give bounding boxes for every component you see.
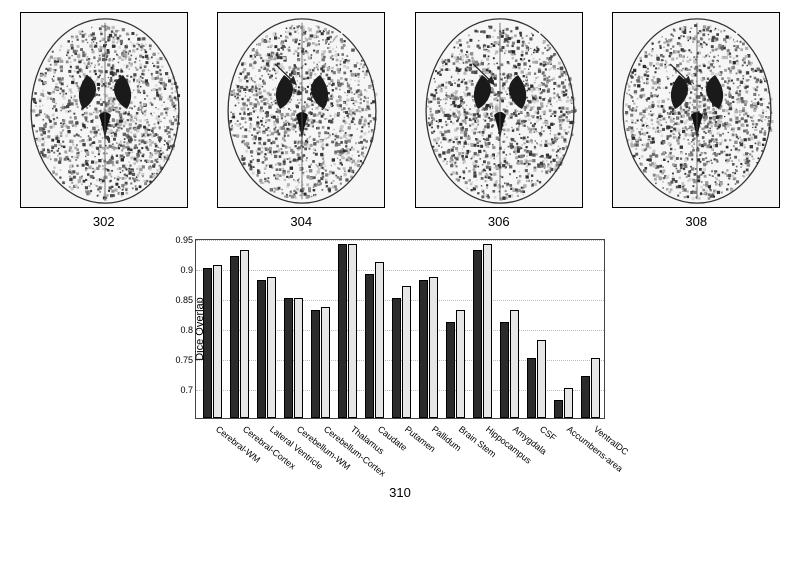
chart-bar-group xyxy=(284,298,303,418)
chart-bar xyxy=(483,244,492,418)
chart-bar-group xyxy=(392,286,411,418)
dice-overlap-chart: Dice Overlap 0.70.750.80.850.90.95Cerebr… xyxy=(195,239,605,419)
brain-panel-label: 302 xyxy=(93,214,115,229)
chart-bar xyxy=(446,322,455,418)
chart-gridline xyxy=(196,240,604,241)
chart-gridline xyxy=(196,270,604,271)
chart-ytick: 0.7 xyxy=(180,385,196,395)
chart-bar-group xyxy=(473,244,492,418)
chart-bar xyxy=(456,310,465,418)
chart-bar xyxy=(500,322,509,418)
chart-bar xyxy=(510,310,519,418)
chart-bar xyxy=(338,244,347,418)
chart-bar xyxy=(392,298,401,418)
chart-bar xyxy=(257,280,266,418)
chart-bar xyxy=(203,268,212,418)
chart-bar xyxy=(564,388,573,418)
brain-scan-image xyxy=(415,12,583,208)
brain-scan-image xyxy=(217,12,385,208)
chart-bar xyxy=(581,376,590,418)
brain-panel-302: 302 xyxy=(20,12,188,229)
brain-panel-304: 304 xyxy=(217,12,385,229)
chart-bar xyxy=(348,244,357,418)
chart-ytick: 0.85 xyxy=(175,295,196,305)
chart-bar-group xyxy=(446,310,465,418)
chart-bar xyxy=(554,400,563,418)
brain-scan-image xyxy=(20,12,188,208)
chart-bar xyxy=(213,265,222,418)
chart-bar xyxy=(240,250,249,418)
chart-bar-group xyxy=(500,310,519,418)
brain-panel-label: 306 xyxy=(488,214,510,229)
chart-bar xyxy=(321,307,330,418)
chart-category-label: CSF xyxy=(537,424,557,443)
chart-bar xyxy=(473,250,482,418)
chart-ytick: 0.95 xyxy=(175,235,196,245)
chart-ytick: 0.75 xyxy=(175,355,196,365)
chart-bar-group xyxy=(419,277,438,418)
chart-bar xyxy=(230,256,239,418)
chart-bar xyxy=(294,298,303,418)
chart-bar xyxy=(284,298,293,418)
chart-figure-label: 310 xyxy=(389,485,411,500)
chart-bar-group xyxy=(203,265,222,418)
chart-ytick: 0.8 xyxy=(180,325,196,335)
chart-bar-group xyxy=(581,358,600,418)
chart-bar xyxy=(527,358,536,418)
chart-bar xyxy=(311,310,320,418)
chart-bar-group xyxy=(311,307,330,418)
brain-panel-306: 306 xyxy=(415,12,583,229)
chart-bar xyxy=(267,277,276,418)
chart-bar-group xyxy=(338,244,357,418)
brain-panel-label: 304 xyxy=(290,214,312,229)
chart-bar-group xyxy=(554,388,573,418)
brain-scan-image xyxy=(612,12,780,208)
chart-bar xyxy=(402,286,411,418)
chart-bar-group xyxy=(365,262,384,418)
chart-ytick: 0.9 xyxy=(180,265,196,275)
chart-bar-group xyxy=(230,250,249,418)
chart-bar-group xyxy=(257,277,276,418)
chart-bar xyxy=(591,358,600,418)
chart-bar xyxy=(375,262,384,418)
brain-panel-308: 308 xyxy=(612,12,780,229)
chart-bar-group xyxy=(527,340,546,418)
chart-bar xyxy=(537,340,546,418)
chart-bar xyxy=(365,274,374,418)
brain-panel-label: 308 xyxy=(685,214,707,229)
chart-bar xyxy=(419,280,428,418)
chart-bar xyxy=(429,277,438,418)
